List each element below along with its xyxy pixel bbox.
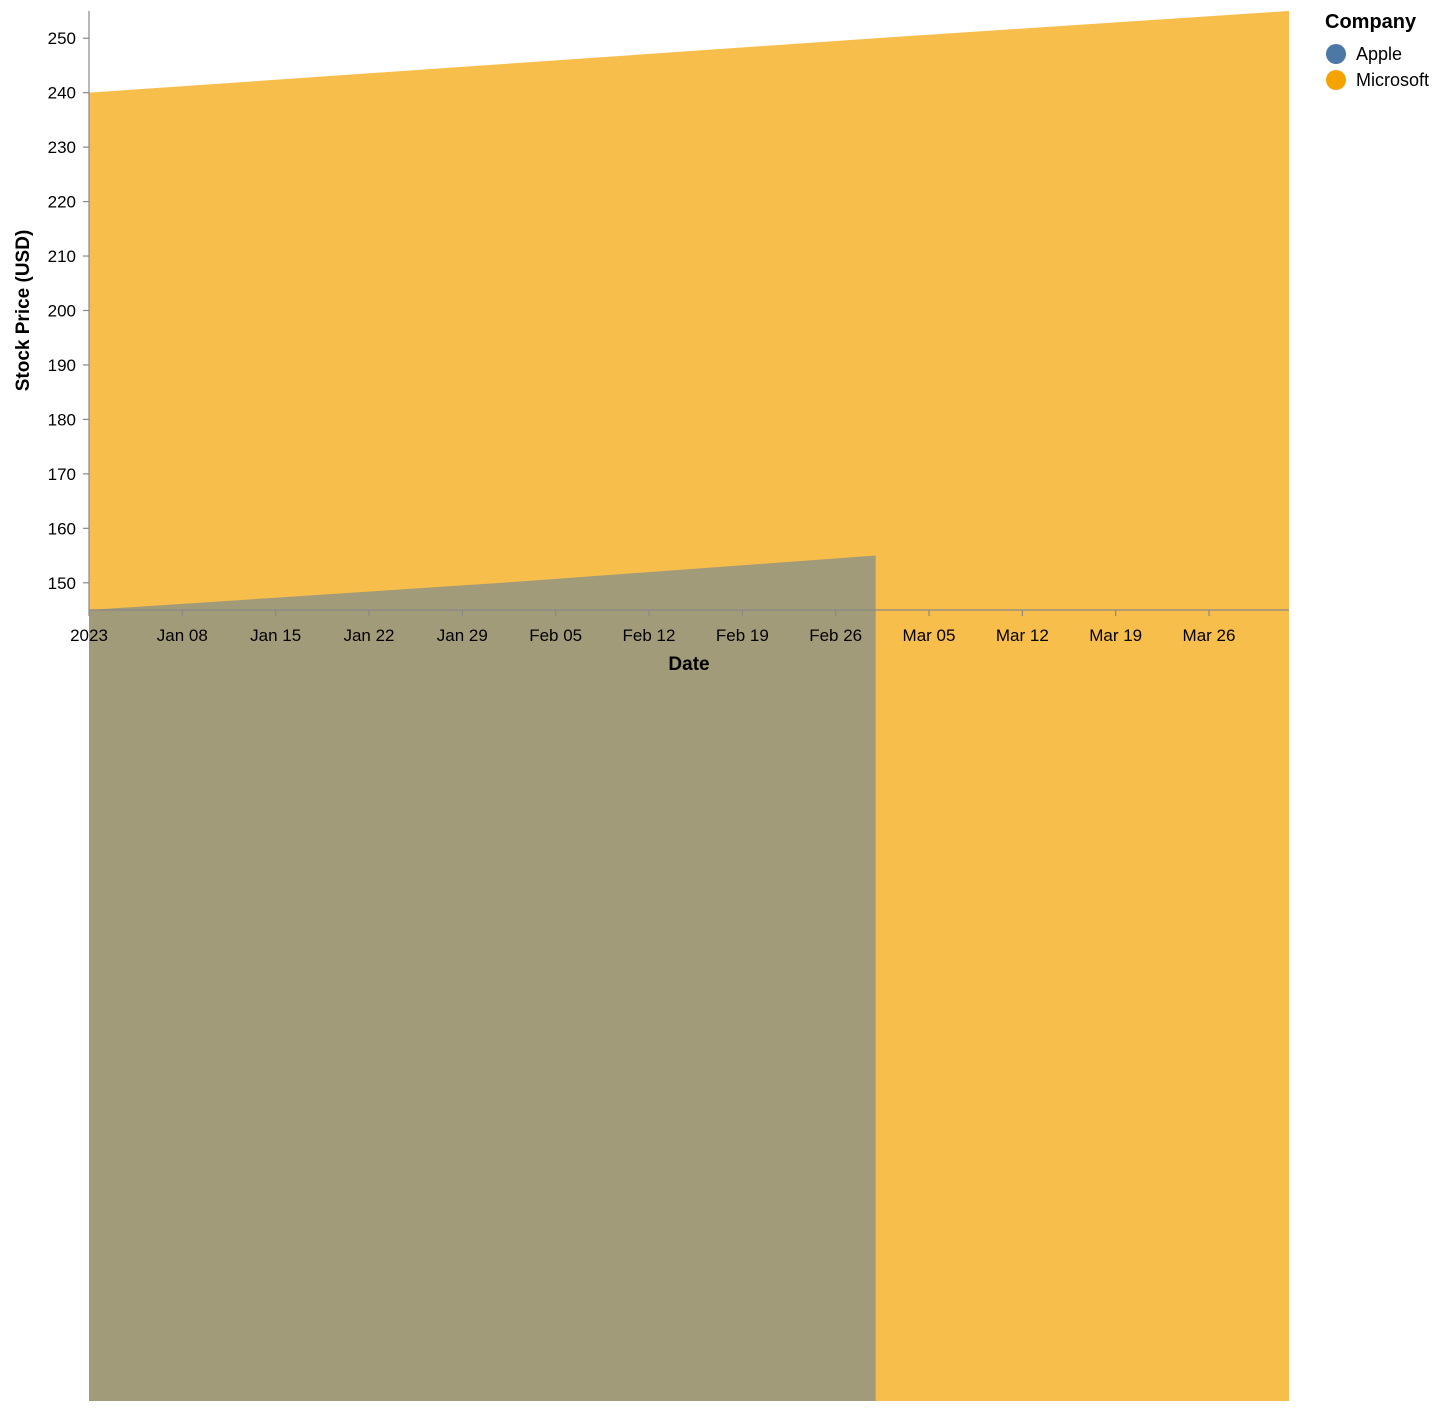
x-tick-label: 2023: [70, 626, 108, 645]
y-tick-label: 230: [48, 138, 76, 157]
y-tick-label: 150: [48, 574, 76, 593]
y-tick-label: 200: [48, 302, 76, 321]
area-apple: [89, 555, 876, 1401]
x-tick-label: Jan 15: [250, 626, 301, 645]
legend-swatch-apple: [1326, 44, 1346, 64]
x-tick-label: Jan 08: [157, 626, 208, 645]
legend-title: Company: [1325, 11, 1417, 33]
x-tick-label: Jan 29: [437, 626, 488, 645]
x-tick-label: Feb 19: [716, 626, 769, 645]
y-tick-label: 160: [48, 519, 76, 538]
legend-label-microsoft: Microsoft: [1356, 70, 1429, 90]
y-tick-label: 190: [48, 356, 76, 375]
x-tick-label: Mar 12: [996, 626, 1049, 645]
y-tick-label: 170: [48, 465, 76, 484]
y-tick-label: 210: [48, 247, 76, 266]
x-tick-label: Feb 26: [809, 626, 862, 645]
x-tick-label: Mar 05: [903, 626, 956, 645]
x-tick-label: Feb 12: [623, 626, 676, 645]
y-tick-label: 180: [48, 410, 76, 429]
axes-layer: Date Stock Price (USD) 150 160 170 180 190 20…: [13, 11, 1289, 675]
x-tick-label: Mar 19: [1089, 626, 1142, 645]
legend-label-apple: Apple: [1356, 44, 1402, 64]
y-tick-label: 220: [48, 193, 76, 212]
legend-swatch-microsoft: [1326, 70, 1346, 90]
y-tick-label: 240: [48, 84, 76, 103]
areas-layer: [89, 11, 1289, 1401]
y-axis-title: Stock Price (USD): [13, 230, 34, 392]
x-tick-label: Mar 26: [1183, 626, 1236, 645]
x-axis-title: Date: [668, 654, 709, 675]
y-tick-label: 250: [48, 29, 76, 48]
x-tick-label: Jan 22: [343, 626, 394, 645]
x-tick-label: Feb 05: [529, 626, 582, 645]
legend: Company Apple Microsoft: [1325, 11, 1429, 90]
